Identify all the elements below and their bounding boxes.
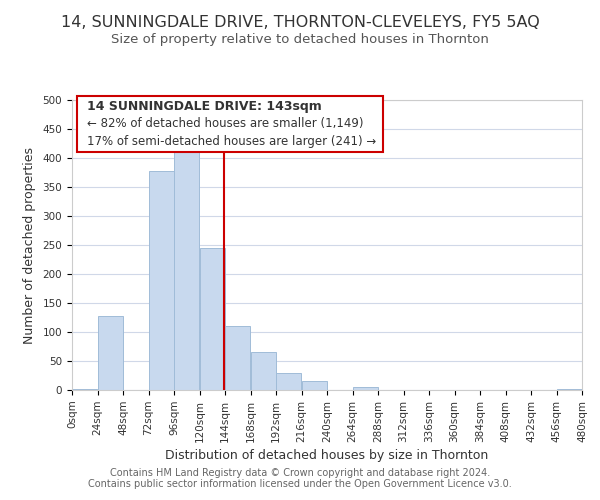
Text: 14 SUNNINGDALE DRIVE: 143sqm: 14 SUNNINGDALE DRIVE: 143sqm <box>88 100 322 113</box>
Text: Contains HM Land Registry data © Crown copyright and database right 2024.: Contains HM Land Registry data © Crown c… <box>110 468 490 477</box>
Text: 14, SUNNINGDALE DRIVE, THORNTON-CLEVELEYS, FY5 5AQ: 14, SUNNINGDALE DRIVE, THORNTON-CLEVELEY… <box>61 15 539 30</box>
Bar <box>149 171 174 390</box>
Text: Contains public sector information licensed under the Open Government Licence v3: Contains public sector information licen… <box>88 479 512 489</box>
Text: ← 82% of detached houses are smaller (1,149): ← 82% of detached houses are smaller (1,… <box>88 118 364 130</box>
Text: Size of property relative to detached houses in Thornton: Size of property relative to detached ho… <box>111 32 489 46</box>
X-axis label: Distribution of detached houses by size in Thornton: Distribution of detached houses by size … <box>166 449 488 462</box>
Bar <box>225 326 250 390</box>
FancyBboxPatch shape <box>77 96 383 152</box>
Bar <box>353 387 378 390</box>
Y-axis label: Number of detached properties: Number of detached properties <box>23 146 35 344</box>
Bar <box>276 372 301 390</box>
Bar <box>72 389 97 390</box>
Bar <box>302 380 327 390</box>
Bar <box>200 248 225 390</box>
Bar <box>98 316 123 390</box>
Bar <box>557 389 582 390</box>
Text: 17% of semi-detached houses are larger (241) →: 17% of semi-detached houses are larger (… <box>88 135 377 148</box>
Bar <box>174 150 199 390</box>
Bar <box>251 352 276 390</box>
